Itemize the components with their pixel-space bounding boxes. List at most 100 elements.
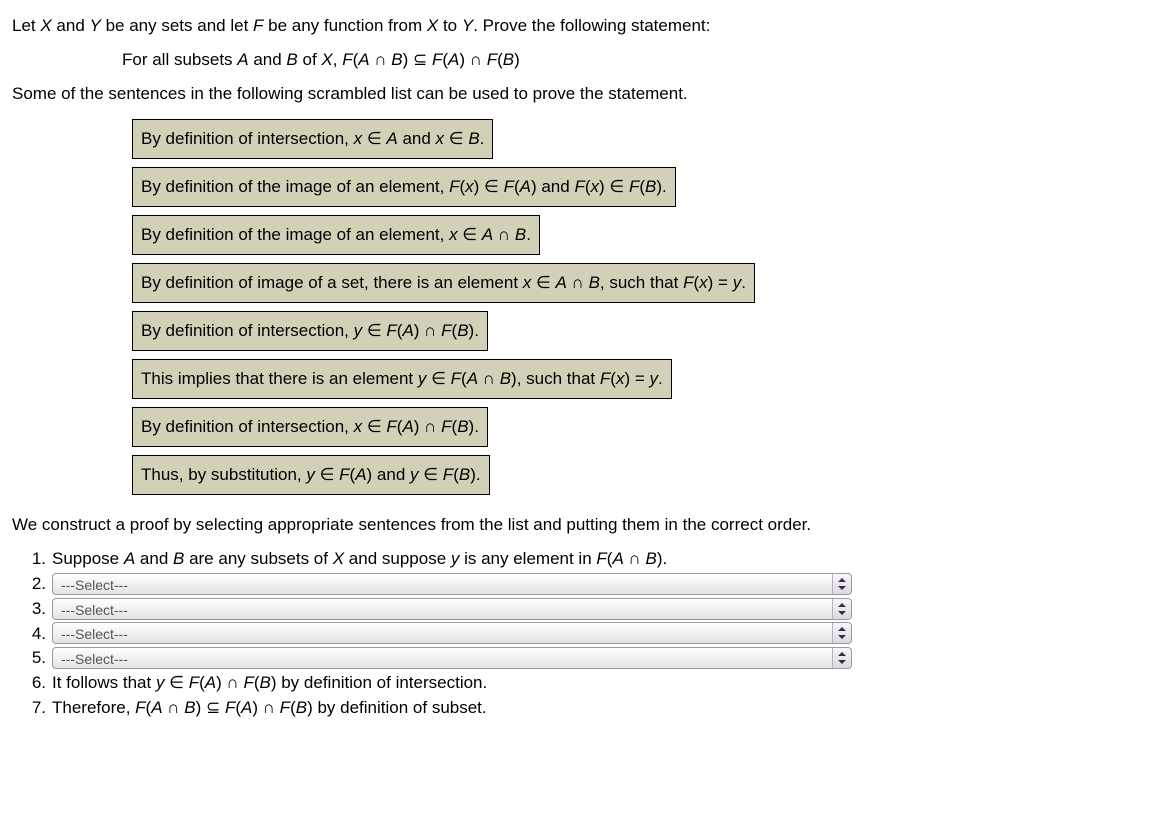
text: , xyxy=(333,50,342,69)
var: F xyxy=(504,177,514,196)
step-number: 6. xyxy=(12,671,52,695)
text: By definition of intersection, xyxy=(141,417,354,436)
var-x: X xyxy=(427,16,438,35)
var: B xyxy=(459,465,470,484)
var: B xyxy=(515,225,526,244)
intro-line-3: Some of the sentences in the following s… xyxy=(12,82,1146,106)
var: F xyxy=(596,549,606,568)
var-f: F xyxy=(342,50,352,69)
var-f: F xyxy=(487,50,497,69)
text: ∈ xyxy=(458,225,482,244)
var: y xyxy=(410,465,419,484)
var: A xyxy=(205,673,216,692)
var: A xyxy=(467,369,478,388)
text: This implies that there is an element xyxy=(141,369,418,388)
var: y xyxy=(649,369,658,388)
text: ∈ xyxy=(531,273,555,292)
var-b: B xyxy=(286,50,297,69)
var: A xyxy=(556,273,567,292)
select-placeholder: ---Select--- xyxy=(61,650,128,669)
select-placeholder: ---Select--- xyxy=(61,601,128,620)
text: By definition of intersection, xyxy=(141,129,354,148)
sentence-box-3: By definition of the image of an element… xyxy=(132,215,540,255)
text: ∩ xyxy=(493,225,515,244)
sentence-box-1: By definition of intersection, x ∈ A and… xyxy=(132,119,493,159)
var-y: Y xyxy=(462,16,473,35)
var-a: A xyxy=(448,50,459,69)
var: F xyxy=(386,321,396,340)
var: A xyxy=(482,225,493,244)
text: ), such that xyxy=(511,369,600,388)
var-y: Y xyxy=(90,16,101,35)
text: ) ∩ xyxy=(414,417,441,436)
var: F xyxy=(441,417,451,436)
var: F xyxy=(449,177,459,196)
text: ∈ xyxy=(362,321,386,340)
proof-step-7: 7. Therefore, F(A ∩ B) ⊆ F(A) ∩ F(B) by … xyxy=(12,696,1146,720)
text: . xyxy=(741,273,746,292)
var: F xyxy=(574,177,584,196)
updown-arrows-icon xyxy=(832,574,851,594)
text: and suppose xyxy=(344,549,451,568)
var-x: X xyxy=(321,50,332,69)
var: B xyxy=(457,417,468,436)
var: B xyxy=(184,698,195,717)
step-number: 1. xyxy=(12,547,52,571)
var: B xyxy=(645,549,656,568)
text: Therefore, xyxy=(52,698,135,717)
text: ) ⊆ xyxy=(403,50,432,69)
text: ) = xyxy=(708,273,733,292)
step-text: Suppose A and B are any subsets of X and… xyxy=(52,547,667,571)
text: Thus, by substitution, xyxy=(141,465,306,484)
step-3-select[interactable]: ---Select--- xyxy=(52,598,852,620)
text: ∈ xyxy=(362,129,386,148)
scrambled-list: By definition of intersection, x ∈ A and… xyxy=(132,115,1146,499)
text: ) ∩ xyxy=(216,673,243,692)
text: ) ∩ xyxy=(414,321,441,340)
var: F xyxy=(225,698,235,717)
updown-arrows-icon xyxy=(832,623,851,643)
var: B xyxy=(173,549,184,568)
text: . Prove the following statement: xyxy=(473,16,710,35)
var: A xyxy=(402,417,413,436)
var: B xyxy=(468,129,479,148)
var: y xyxy=(733,273,742,292)
step-number: 2. xyxy=(12,572,52,596)
text: . xyxy=(480,129,485,148)
proof-step-2: 2. ---Select--- xyxy=(12,572,1146,596)
var-a: A xyxy=(358,50,369,69)
var: x xyxy=(699,273,708,292)
var-f: F xyxy=(432,50,442,69)
var: x xyxy=(354,417,363,436)
var-a: A xyxy=(237,50,248,69)
proof-step-3: 3. ---Select--- xyxy=(12,597,1146,621)
step-5-select[interactable]: ---Select--- xyxy=(52,647,852,669)
text: ) ∈ xyxy=(599,177,629,196)
text: ∩ xyxy=(163,698,185,717)
step-number: 7. xyxy=(12,696,52,720)
var: x xyxy=(591,177,600,196)
var: A xyxy=(402,321,413,340)
var: B xyxy=(296,698,307,717)
var: x xyxy=(523,273,532,292)
intro-line-1: Let X and Y be any sets and let F be any… xyxy=(12,14,1146,38)
text: It follows that xyxy=(52,673,156,692)
step-2-select[interactable]: ---Select--- xyxy=(52,573,852,595)
var: F xyxy=(280,698,290,717)
step-number: 4. xyxy=(12,622,52,646)
var: F xyxy=(629,177,639,196)
var: F xyxy=(243,673,253,692)
var: B xyxy=(645,177,656,196)
var: X xyxy=(333,549,344,568)
var: F xyxy=(443,465,453,484)
text: be any sets and let xyxy=(101,16,253,35)
text: ∈ xyxy=(419,465,443,484)
step-4-select[interactable]: ---Select--- xyxy=(52,622,852,644)
var: A xyxy=(355,465,366,484)
var: F xyxy=(441,321,451,340)
sentence-box-7: By definition of intersection, x ∈ F(A) … xyxy=(132,407,488,447)
text: By definition of intersection, xyxy=(141,321,354,340)
proof-step-5: 5. ---Select--- xyxy=(12,646,1146,670)
var-x: X xyxy=(40,16,51,35)
text: . xyxy=(526,225,531,244)
